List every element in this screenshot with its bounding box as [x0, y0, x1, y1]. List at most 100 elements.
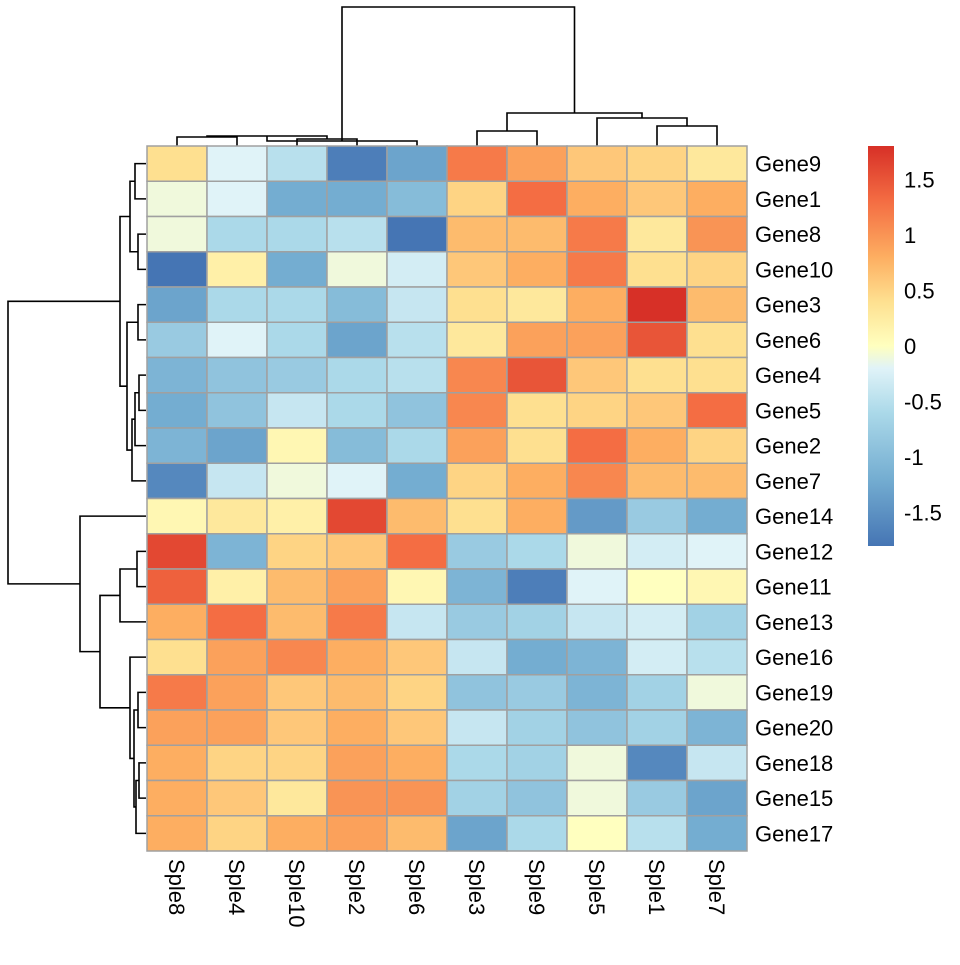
heatmap-cell — [386, 674, 448, 711]
row-label: Gene1 — [755, 187, 821, 212]
column-label: Sple6 — [404, 859, 429, 915]
heatmap-cell — [146, 215, 208, 253]
column-label: Sple1 — [644, 859, 669, 915]
heatmap-cell — [566, 815, 628, 852]
row-label: Gene19 — [755, 680, 833, 705]
heatmap-cell — [506, 251, 568, 288]
heatmap-cell — [566, 674, 628, 711]
heatmap-cell — [686, 286, 748, 323]
heatmap-cell — [626, 427, 688, 464]
row-dendrogram-branch — [136, 550, 146, 588]
row-dendrogram-branch — [138, 374, 146, 412]
heatmap-cell — [386, 533, 448, 570]
heatmap-cell — [506, 533, 568, 570]
heatmap-cell — [626, 497, 688, 535]
heatmap-cell — [626, 356, 688, 394]
row-dendrogram-branch — [137, 691, 146, 729]
heatmap-cell — [506, 356, 568, 394]
heatmap-cell — [626, 674, 688, 711]
row-label: Gene18 — [755, 751, 833, 776]
row-dendrogram-branch — [134, 391, 146, 447]
heatmap-cell — [146, 180, 208, 218]
heatmap-cell — [386, 251, 448, 288]
heatmap-cell — [146, 286, 208, 323]
row-label: Gene15 — [755, 786, 833, 811]
row-label: Gene16 — [755, 645, 833, 670]
heatmap-cell — [686, 462, 748, 500]
heatmap-cell — [146, 638, 208, 676]
row-label: Gene6 — [755, 328, 821, 353]
column-dendrogram — [176, 6, 718, 146]
heatmap-cell — [686, 497, 748, 535]
row-dendrogram-branch — [138, 762, 146, 799]
heatmap-cell — [326, 251, 388, 288]
column-dendrogram-branch — [476, 130, 538, 146]
heatmap-cell — [566, 497, 628, 535]
legend-tick-label: 1.5 — [904, 167, 935, 192]
heatmap-cell — [386, 145, 448, 182]
column-label: Sple5 — [584, 859, 609, 915]
row-label: Gene12 — [755, 539, 833, 564]
heatmap-cell — [206, 744, 268, 782]
heatmap-cell — [506, 215, 568, 253]
column-labels: Sple8 Sple4 Sple10 Sple2 Sple6 Sple3 Sple9 Sple… — [164, 859, 729, 928]
heatmap-cell — [446, 533, 508, 570]
row-label: Gene3 — [755, 293, 821, 318]
heatmap-cell — [386, 603, 448, 641]
heatmap-cell — [686, 356, 748, 394]
heatmap-cell — [566, 462, 628, 500]
color-legend: 1.5 1 0.5 0 -0.5 -1 -1.5 — [868, 146, 942, 546]
heatmap-cell — [266, 286, 328, 323]
row-dendrogram-branch — [99, 594, 130, 709]
heatmap-cell — [386, 392, 448, 429]
row-dendrogram-branch — [129, 180, 138, 253]
row-label: Gene5 — [755, 398, 821, 423]
heatmap-cell — [266, 145, 328, 182]
row-label: Gene20 — [755, 716, 833, 741]
legend-tick-label: -0.5 — [904, 390, 942, 415]
heatmap-cell — [146, 145, 208, 182]
heatmap-cell — [566, 744, 628, 782]
heatmap-cell — [506, 321, 568, 359]
heatmap-cell — [386, 286, 448, 323]
heatmap-cell — [686, 321, 748, 359]
heatmap-cell — [206, 603, 268, 641]
heatmap-cell — [326, 568, 388, 605]
heatmap-cell — [626, 603, 688, 641]
heatmap-cell — [386, 462, 448, 500]
heatmap-cell — [446, 638, 508, 676]
heatmap-cell — [446, 815, 508, 852]
row-label: Gene11 — [755, 575, 832, 600]
heatmap-cell — [386, 321, 448, 359]
heatmap-cell — [626, 533, 688, 570]
heatmap-cell — [626, 744, 688, 782]
heatmap-cell — [146, 779, 208, 817]
heatmap-cell — [266, 709, 328, 746]
row-dendrogram-branch — [131, 418, 146, 482]
heatmap-cell — [446, 145, 508, 182]
heatmap-cell — [446, 497, 508, 535]
heatmap-cell — [626, 815, 688, 852]
heatmap-cell — [686, 215, 748, 253]
heatmap-cell — [206, 392, 268, 429]
row-dendrogram-branch — [7, 300, 120, 585]
heatmap-cell — [686, 744, 748, 782]
heatmap-cell — [566, 427, 628, 464]
row-label: Gene10 — [755, 257, 833, 282]
heatmap-cell — [326, 674, 388, 711]
heatmap-cell — [506, 744, 568, 782]
row-label: Gene14 — [755, 504, 833, 529]
heatmap-cell — [206, 215, 268, 253]
heatmap-cell — [626, 145, 688, 182]
legend-tick-label: -1 — [904, 445, 924, 470]
heatmap-cell — [626, 462, 688, 500]
heatmap-cell — [326, 709, 388, 746]
column-label: Sple4 — [224, 859, 249, 915]
heatmap-cell — [446, 356, 508, 394]
heatmap-cell — [506, 180, 568, 218]
heatmap-cell — [506, 815, 568, 852]
heatmap-cell — [686, 638, 748, 676]
legend-color-bar — [868, 146, 894, 546]
